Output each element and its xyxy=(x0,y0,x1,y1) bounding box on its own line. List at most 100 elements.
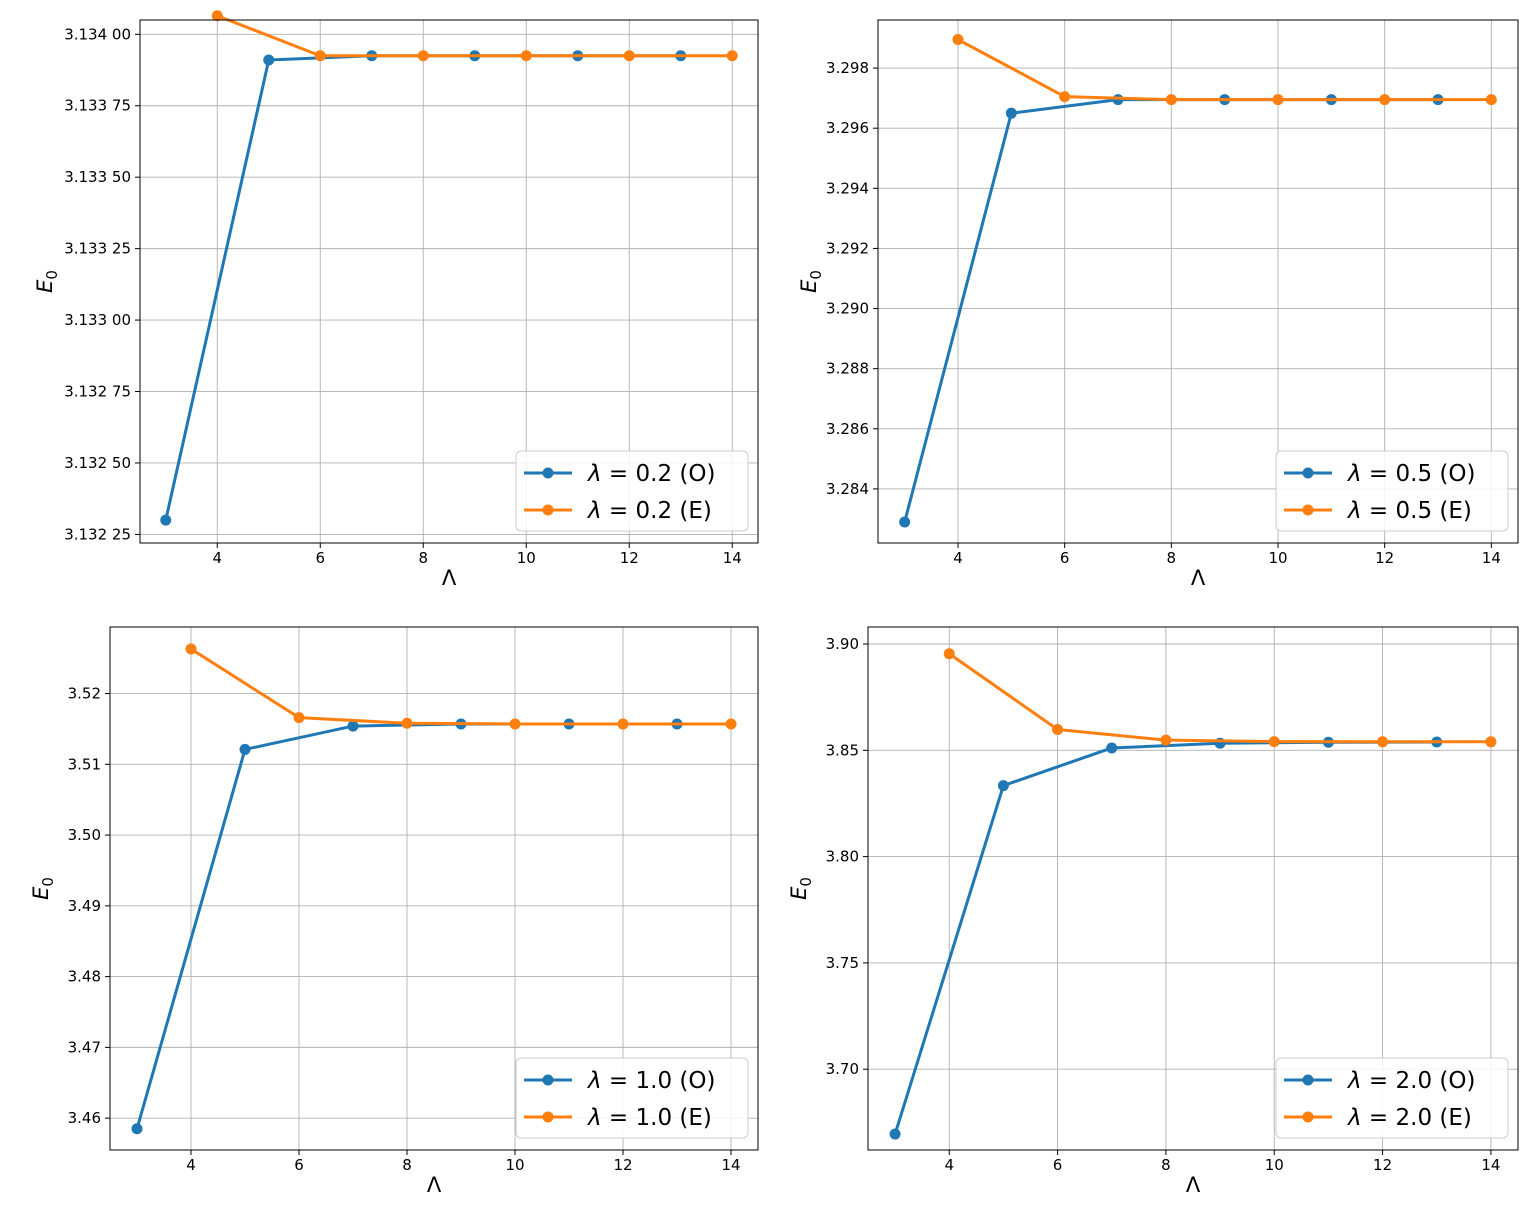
chart-panel-3: 4 6 8 10 12 14 3.46 3.47 3.48 3.49 3.50 3.51 3.52 Λ E0… xyxy=(29,626,759,1197)
data-point-e xyxy=(1485,736,1497,748)
y-tick-label: 3.46 xyxy=(68,1109,101,1127)
legend-label: λ = 0.5 (E) xyxy=(1346,498,1472,524)
x-tick-label: 4 xyxy=(953,549,963,567)
chart-panel-2: 4 6 8 10 12 14 3.284 3.286 3.288 3.290 3.292 3.294 3… xyxy=(797,19,1519,590)
data-point-e xyxy=(211,10,223,22)
y-axis-label: E0 xyxy=(29,877,57,900)
x-tick-label: 8 xyxy=(1167,549,1177,567)
data-point-e xyxy=(1485,94,1497,106)
data-point-o xyxy=(899,516,911,528)
series-line-e xyxy=(948,652,1491,744)
series-line-e xyxy=(957,38,1492,102)
x-tick-label: 14 xyxy=(1481,1156,1500,1174)
legend-box xyxy=(515,450,749,532)
legend: λ = 2.0 (O) λ = 2.0 (E) xyxy=(1275,1057,1509,1139)
data-point-o xyxy=(889,1128,901,1140)
data-point-o xyxy=(263,54,275,66)
x-axis-label: Λ xyxy=(1186,1173,1201,1197)
y-tick-label: 3.290 xyxy=(826,300,869,318)
y-tick-label: 3.296 xyxy=(826,119,869,137)
y-tick-label: 3.134 00 xyxy=(64,25,131,43)
data-point-e xyxy=(417,50,429,62)
chart-panel-4: 4 6 8 10 12 14 3.70 3.75 3.80 3.85 3.90 Λ E0 λ = 2.0 … xyxy=(787,626,1519,1197)
axes-frame xyxy=(867,626,1519,1151)
legend-marker xyxy=(1302,467,1314,479)
data-point-o xyxy=(1005,107,1017,119)
y-tick-label: 3.133 00 xyxy=(64,311,131,329)
data-point-e xyxy=(943,648,955,660)
y-tick-label: 3.132 50 xyxy=(64,454,131,472)
x-tick-label: 6 xyxy=(315,549,325,567)
y-tick-label: 3.132 25 xyxy=(64,525,131,543)
data-point-e xyxy=(509,718,521,730)
data-point-e xyxy=(1268,736,1280,748)
x-tick-label: 10 xyxy=(505,1156,524,1174)
y-tick-label: 3.50 xyxy=(68,826,101,844)
legend-marker xyxy=(542,1074,554,1086)
data-point-e xyxy=(314,50,326,62)
y-tick-label: 3.294 xyxy=(826,179,869,197)
axes-frame xyxy=(139,19,759,544)
data-point-e xyxy=(401,717,413,729)
x-tick-label: 12 xyxy=(613,1156,632,1174)
x-axis-label: Λ xyxy=(1191,566,1206,590)
legend-label: λ = 0.2 (O) xyxy=(586,461,715,487)
x-tick-label: 10 xyxy=(1268,549,1287,567)
legend: λ = 0.2 (O) λ = 0.2 (E) xyxy=(515,450,749,532)
legend-label: λ = 0.5 (O) xyxy=(1346,461,1475,487)
y-tick-label: 3.133 75 xyxy=(64,97,131,115)
x-tick-label: 14 xyxy=(1482,549,1501,567)
y-tick-label: 3.75 xyxy=(826,954,859,972)
legend-label: λ = 0.2 (E) xyxy=(586,498,712,524)
x-tick-label: 8 xyxy=(418,549,428,567)
legend-box xyxy=(1275,450,1509,532)
x-tick-label: 4 xyxy=(212,549,222,567)
legend-label: λ = 1.0 (E) xyxy=(586,1105,712,1131)
legend: λ = 0.5 (O) λ = 0.5 (E) xyxy=(1275,450,1509,532)
axes-frame xyxy=(877,19,1519,544)
chart-panel-1: 4 6 8 10 12 14 3.132 25 3.132 50 3.132 75 3.133 0… xyxy=(33,10,759,590)
x-tick-label: 12 xyxy=(620,549,639,567)
legend-box xyxy=(515,1057,749,1139)
y-tick-label: 3.51 xyxy=(68,755,101,773)
data-point-e xyxy=(293,712,305,724)
data-point-o xyxy=(239,743,251,755)
data-point-e xyxy=(726,50,738,62)
x-tick-label: 14 xyxy=(721,1156,740,1174)
x-tick-label: 4 xyxy=(186,1156,196,1174)
x-tick-label: 6 xyxy=(294,1156,304,1174)
data-point-o xyxy=(160,514,172,526)
axes-frame xyxy=(109,626,759,1151)
data-point-e xyxy=(617,718,629,730)
y-tick-label: 3.52 xyxy=(68,685,101,703)
x-tick-label: 6 xyxy=(1053,1156,1063,1174)
series-line-e xyxy=(216,14,733,58)
x-axis-label: Λ xyxy=(427,1173,442,1197)
data-point-e xyxy=(1165,94,1177,106)
y-axis-label: E0 xyxy=(797,270,825,293)
data-point-o xyxy=(997,780,1009,792)
y-tick-label: 3.133 50 xyxy=(64,168,131,186)
data-point-e xyxy=(725,718,737,730)
legend-marker xyxy=(1302,1111,1314,1123)
y-axis-label: E0 xyxy=(787,877,815,900)
series-line-e xyxy=(190,647,731,726)
data-point-e xyxy=(1052,723,1064,735)
legend-label: λ = 2.0 (E) xyxy=(1346,1105,1472,1131)
legend-box xyxy=(1275,1057,1509,1139)
data-point-e xyxy=(1377,736,1389,748)
y-axis-label: E0 xyxy=(33,270,61,293)
y-tick-label: 3.288 xyxy=(826,360,869,378)
y-tick-label: 3.70 xyxy=(826,1060,859,1078)
y-tick-label: 3.292 xyxy=(826,239,869,257)
legend-marker xyxy=(542,467,554,479)
y-tick-label: 3.132 75 xyxy=(64,383,131,401)
legend: λ = 1.0 (O) λ = 1.0 (E) xyxy=(515,1057,749,1139)
legend-marker xyxy=(1302,504,1314,516)
x-tick-label: 8 xyxy=(1161,1156,1171,1174)
y-tick-label: 3.298 xyxy=(826,59,869,77)
x-tick-label: 10 xyxy=(517,549,536,567)
legend-marker xyxy=(542,504,554,516)
data-point-e xyxy=(185,643,197,655)
